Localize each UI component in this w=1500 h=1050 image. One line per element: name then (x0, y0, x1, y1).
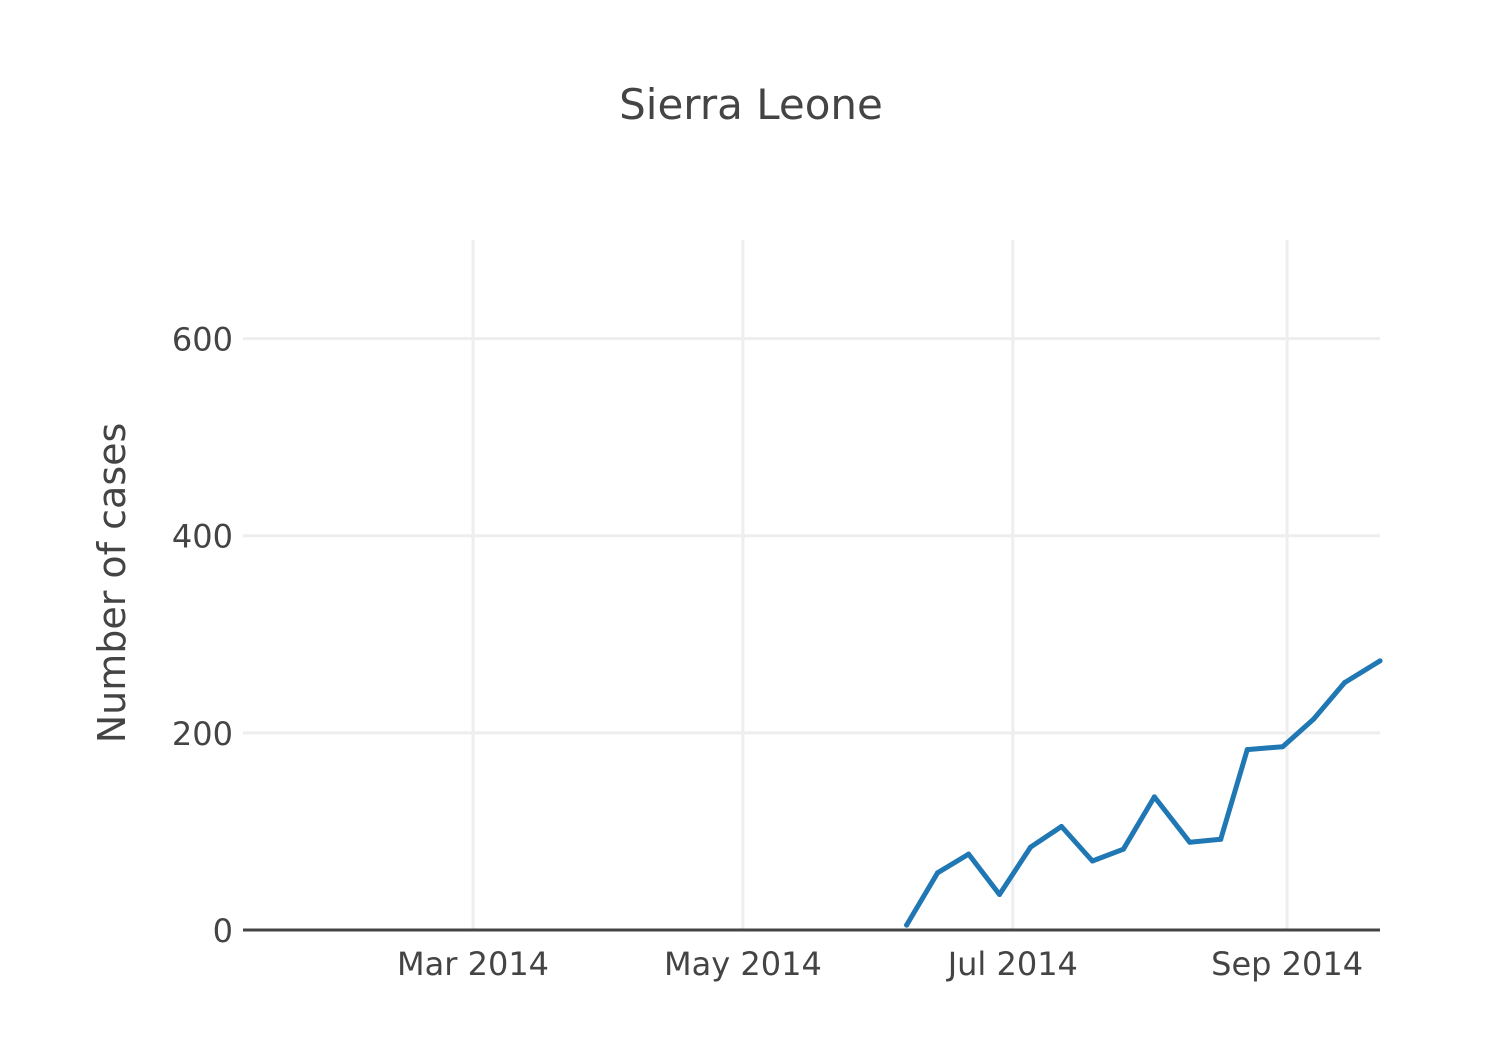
data-point (966, 851, 972, 857)
x-tick-label: Jul 2014 (946, 945, 1078, 983)
gridlines (243, 240, 1380, 930)
series-line (904, 658, 1383, 928)
chart-title: Sierra Leone (619, 80, 883, 129)
data-point (1342, 680, 1348, 686)
data-point (1120, 846, 1126, 852)
data-point (1311, 716, 1317, 722)
x-tick-label: Sep 2014 (1211, 945, 1363, 983)
series-layer (904, 658, 1383, 928)
y-tick-label: 0 (213, 912, 233, 950)
data-point (1280, 744, 1286, 750)
y-tick-label: 400 (172, 518, 233, 556)
data-point (1151, 794, 1157, 800)
data-point (997, 892, 1003, 898)
x-axis-ticks: Mar 2014 May 2014 Jul 2014 Sep 2014 (397, 945, 1363, 983)
data-point (904, 922, 910, 928)
data-point (1244, 747, 1250, 753)
data-point (1027, 844, 1033, 850)
data-point (1377, 658, 1383, 664)
data-point (1089, 858, 1095, 864)
data-point (1218, 836, 1224, 842)
data-point (935, 870, 941, 876)
data-point (1187, 839, 1193, 845)
y-tick-label: 200 (172, 715, 233, 753)
x-tick-label: May 2014 (664, 945, 822, 983)
data-point (1058, 824, 1064, 829)
y-axis-title: Number of cases (90, 423, 134, 744)
y-axis-ticks: 0 200 400 600 (172, 321, 233, 950)
x-tick-label: Mar 2014 (397, 945, 549, 983)
y-tick-label: 600 (172, 321, 233, 359)
